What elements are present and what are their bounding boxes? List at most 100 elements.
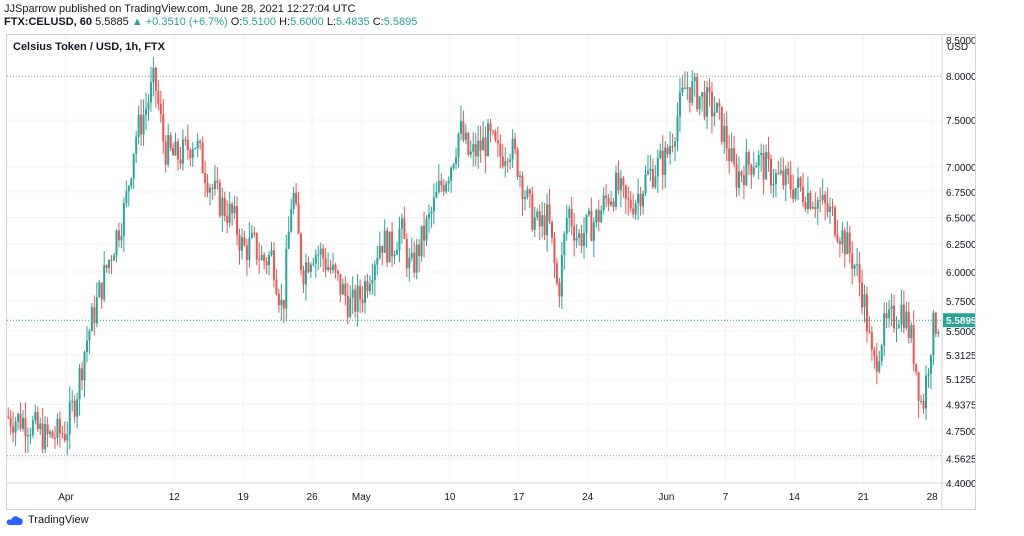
candle-body	[622, 178, 625, 186]
candle-body	[666, 147, 669, 155]
candle-body	[349, 297, 352, 317]
y-tick-label: 5.1250	[946, 375, 975, 386]
candle-body	[376, 258, 379, 265]
candle-body	[447, 180, 450, 184]
candle-body	[519, 175, 522, 178]
candle-body	[93, 307, 96, 324]
candle-body	[216, 180, 219, 183]
candle-body	[236, 206, 239, 236]
candle-body	[922, 400, 925, 409]
candle-body	[122, 203, 125, 236]
candle-body	[590, 210, 593, 241]
candle-body	[423, 225, 426, 241]
y-tick-label: 4.4000	[946, 479, 975, 490]
candle-body	[782, 170, 785, 186]
candle-body	[388, 231, 391, 263]
candle-body	[821, 194, 824, 201]
candle-body	[405, 238, 408, 269]
candle-body	[568, 208, 571, 218]
candle-body	[706, 87, 709, 117]
candle-body	[58, 418, 61, 434]
candle-body	[381, 245, 384, 253]
candle-body	[88, 330, 91, 341]
candle-body	[285, 248, 288, 309]
candle-body	[49, 431, 52, 435]
candle-body	[295, 193, 298, 204]
candle-body	[132, 153, 135, 179]
candle-body	[553, 237, 556, 264]
candle-body	[270, 250, 273, 255]
candle-body	[344, 283, 347, 296]
low-value: 5.4835	[336, 16, 370, 28]
candle-body	[351, 289, 354, 298]
candle-body	[191, 148, 194, 159]
candle-body	[238, 235, 241, 251]
candle-body	[292, 193, 295, 210]
candle-body	[41, 423, 44, 450]
candle-body	[364, 281, 367, 303]
candle-body	[400, 218, 403, 229]
candle-body	[681, 87, 684, 93]
tradingview-footer[interactable]: TradingView	[6, 514, 89, 526]
candle-body	[708, 87, 711, 92]
candle-body	[140, 114, 143, 135]
candle-body	[469, 151, 472, 155]
candle-body	[290, 209, 293, 232]
candle-body	[459, 121, 462, 134]
candle-body	[747, 152, 750, 165]
candle-body	[703, 92, 706, 117]
candle-body	[268, 254, 271, 266]
candle-body	[875, 356, 878, 372]
candle-body	[457, 133, 460, 158]
x-tick-label: 10	[444, 492, 456, 503]
candle-body	[863, 294, 866, 308]
candle-body	[204, 173, 207, 183]
candle-body	[479, 140, 482, 151]
chart-panel[interactable]: 5.5895 8.5000 8.0000 7.5000 7.0000 6.7500 6.50…	[6, 34, 976, 510]
candle-body	[563, 233, 566, 256]
candle-body	[152, 67, 155, 83]
candle-body	[115, 230, 118, 256]
candle-body	[135, 137, 138, 154]
candle-body	[654, 176, 657, 188]
x-tick-label: 24	[582, 492, 594, 503]
candle-body	[440, 180, 443, 186]
candle-body	[526, 189, 529, 198]
candle-body	[728, 148, 731, 162]
candle-body	[250, 232, 253, 238]
candle-body	[595, 210, 598, 223]
last-price: 5.5885	[95, 16, 129, 28]
candle-body	[752, 167, 755, 175]
candle-body	[523, 197, 526, 200]
candle-body	[612, 201, 615, 207]
candle-body	[824, 194, 827, 204]
candle-body	[614, 172, 617, 207]
candle-body	[774, 173, 777, 184]
candle-body	[880, 345, 883, 362]
y-tick-label: 6.7500	[946, 188, 975, 199]
candle-body	[602, 195, 605, 211]
candle-body	[757, 155, 760, 166]
y-tick-label: 6.5000	[946, 214, 975, 225]
candle-body	[477, 140, 480, 157]
candle-body	[843, 230, 846, 255]
candle-body	[125, 191, 128, 204]
candle-body	[838, 240, 841, 245]
candle-body	[108, 259, 111, 269]
candle-body	[31, 420, 34, 435]
candle-body	[671, 146, 674, 148]
candle-body	[509, 159, 512, 163]
change-value: ▲ +0.3510 (+6.7%)	[131, 16, 228, 28]
y-tick-label: 6.0000	[946, 268, 975, 279]
y-tick-label: 5.7500	[946, 297, 975, 308]
candle-body	[897, 324, 900, 328]
price-chart[interactable]: 5.5895 8.5000 8.0000 7.5000 7.0000 6.7500 6.50…	[7, 35, 975, 509]
candle-body	[85, 340, 88, 353]
candle-body	[836, 234, 839, 241]
candle-body	[435, 192, 438, 198]
candle-body	[334, 264, 337, 271]
candle-body	[432, 197, 435, 212]
candle-body	[322, 248, 325, 259]
candle-body	[713, 112, 716, 117]
candle-body	[7, 416, 10, 418]
